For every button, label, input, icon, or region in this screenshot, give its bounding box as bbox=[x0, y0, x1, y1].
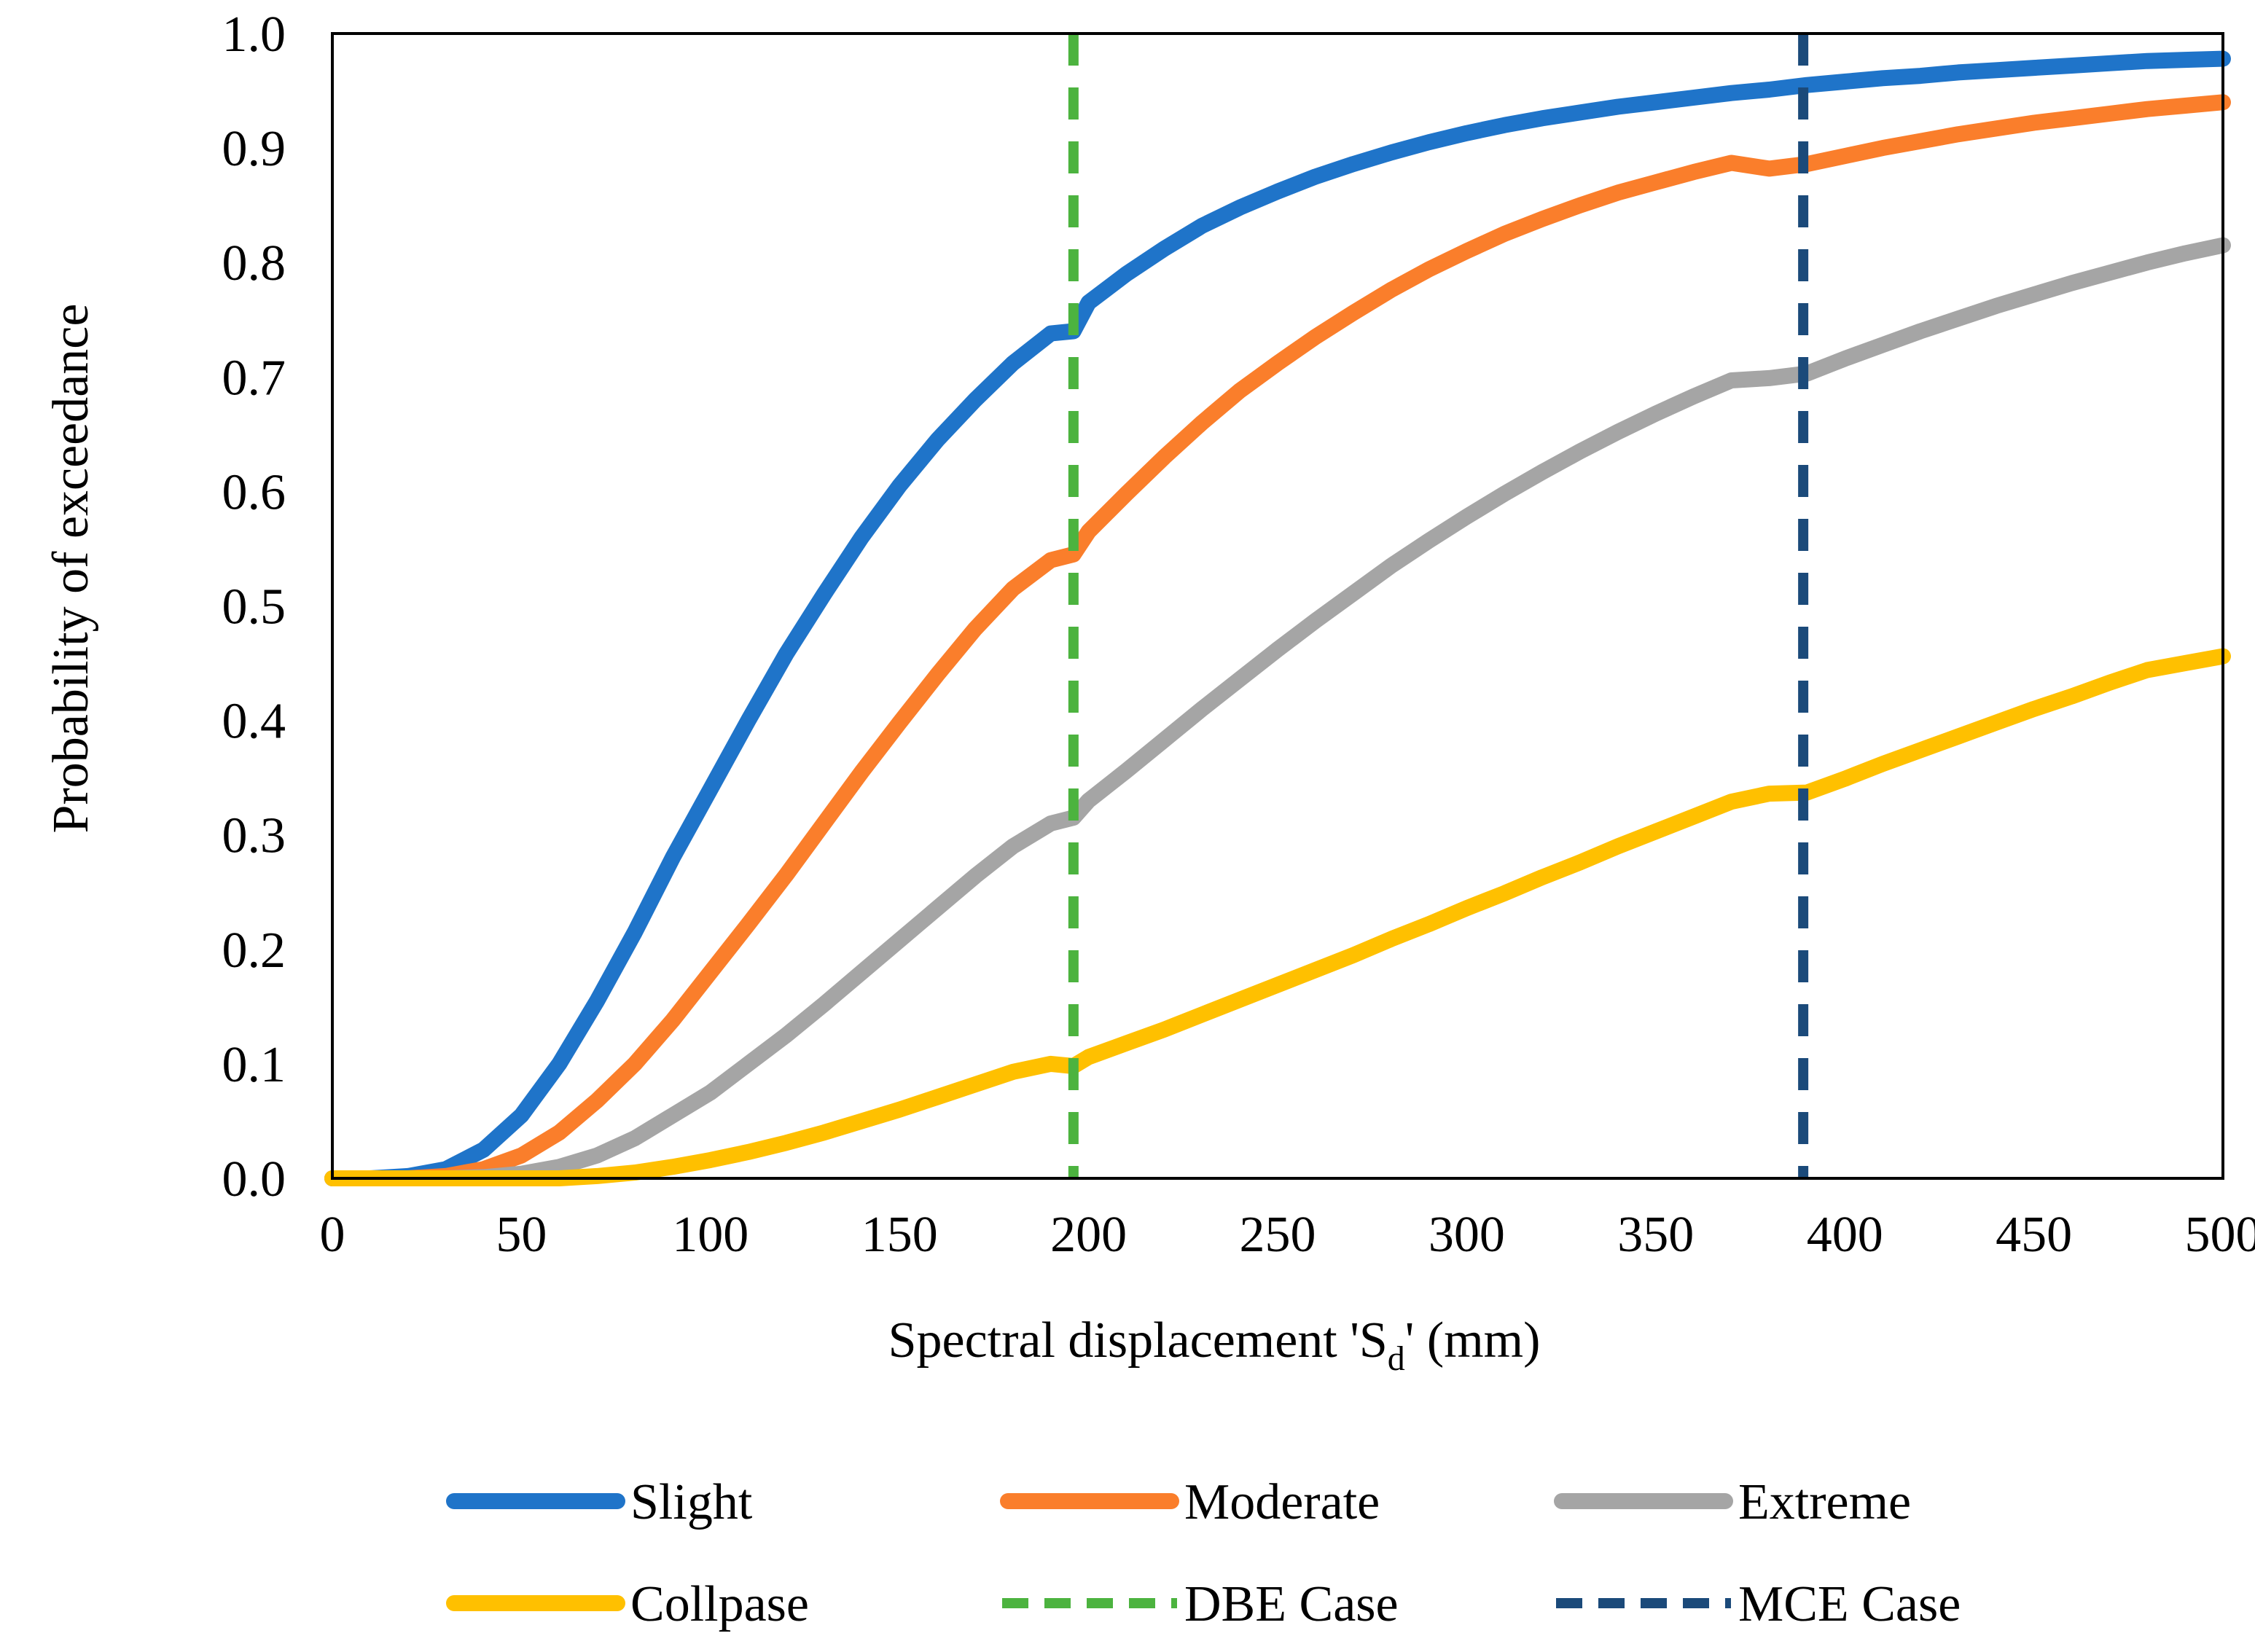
x-tick-label: 100 bbox=[672, 1207, 749, 1263]
x-axis-title-suffix: ' (mm) bbox=[1405, 1312, 1541, 1369]
y-tick-label: 0.6 bbox=[222, 464, 286, 520]
y-tick-label: 0.8 bbox=[222, 235, 286, 291]
x-tick-label: 50 bbox=[496, 1207, 547, 1263]
y-axis-ticks: 0.0 0.1 0.2 0.3 0.4 0.5 0.6 0.7 0.8 0.9 1.0 bbox=[222, 7, 286, 1207]
x-tick-label: 300 bbox=[1429, 1207, 1505, 1263]
legend-label: MCE Case bbox=[1738, 1576, 1961, 1632]
legend-item-extreme: Extreme bbox=[1554, 1474, 1911, 1530]
x-tick-label: 250 bbox=[1240, 1207, 1316, 1263]
y-tick-label: 0.0 bbox=[222, 1151, 286, 1207]
legend-item-collpase: Collpase bbox=[446, 1576, 809, 1632]
y-tick-label: 0.5 bbox=[222, 579, 286, 635]
x-tick-label: 500 bbox=[2185, 1207, 2255, 1263]
y-tick-label: 0.9 bbox=[222, 121, 286, 177]
x-axis-title: Spectral displacement 'Sd' (mm) bbox=[888, 1312, 1541, 1378]
legend-item-moderate: Moderate bbox=[1000, 1474, 1380, 1530]
y-tick-label: 0.2 bbox=[222, 923, 286, 979]
legend-label: Extreme bbox=[1738, 1474, 1911, 1530]
y-tick-label: 0.3 bbox=[222, 808, 286, 864]
x-axis-title-subscript: d bbox=[1388, 1339, 1405, 1378]
x-tick-label: 200 bbox=[1050, 1207, 1127, 1263]
x-tick-label: 150 bbox=[861, 1207, 938, 1263]
y-tick-label: 1.0 bbox=[222, 7, 286, 63]
y-axis-title: Probability of exceedance bbox=[43, 304, 99, 834]
legend-label: Moderate bbox=[1184, 1474, 1380, 1530]
legend-label: Slight bbox=[630, 1474, 753, 1530]
series-line-extreme bbox=[324, 237, 2231, 1186]
legend-item-dbe-case: DBE Case bbox=[1002, 1576, 1399, 1632]
series-line-slight bbox=[324, 50, 2231, 1186]
y-tick-label: 0.7 bbox=[222, 350, 286, 406]
legend-label: DBE Case bbox=[1184, 1576, 1399, 1632]
x-tick-label: 0 bbox=[320, 1207, 345, 1263]
x-tick-label: 350 bbox=[1617, 1207, 1694, 1263]
plot-area-frame bbox=[331, 32, 2224, 1180]
legend: Slight Moderate Extreme Collpase DBE Case MCE… bbox=[446, 1474, 1961, 1632]
reference-lines-layer bbox=[1068, 34, 1809, 1178]
x-tick-label: 400 bbox=[1807, 1207, 1883, 1263]
x-axis-ticks: 0 50 100 150 200 250 300 350 400 450 500 bbox=[320, 1207, 2255, 1263]
series-line-collpase bbox=[324, 648, 2231, 1186]
y-tick-label: 0.4 bbox=[222, 694, 286, 750]
legend-item-slight: Slight bbox=[446, 1474, 753, 1530]
x-tick-label: 450 bbox=[1996, 1207, 2072, 1263]
series-layer bbox=[324, 50, 2231, 1186]
legend-label: Collpase bbox=[630, 1576, 809, 1632]
y-tick-label: 0.1 bbox=[222, 1037, 286, 1093]
legend-item-mce-case: MCE Case bbox=[1556, 1576, 1961, 1632]
series-line-moderate bbox=[324, 94, 2231, 1186]
x-axis-title-main: Spectral displacement 'S bbox=[888, 1312, 1388, 1369]
